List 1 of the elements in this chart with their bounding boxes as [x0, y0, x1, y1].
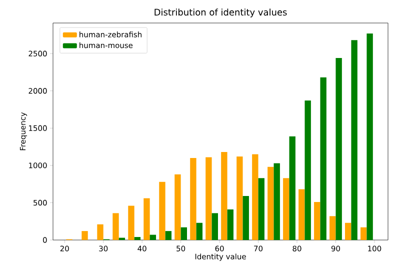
chart-title: Distribution of identity values: [154, 8, 287, 18]
